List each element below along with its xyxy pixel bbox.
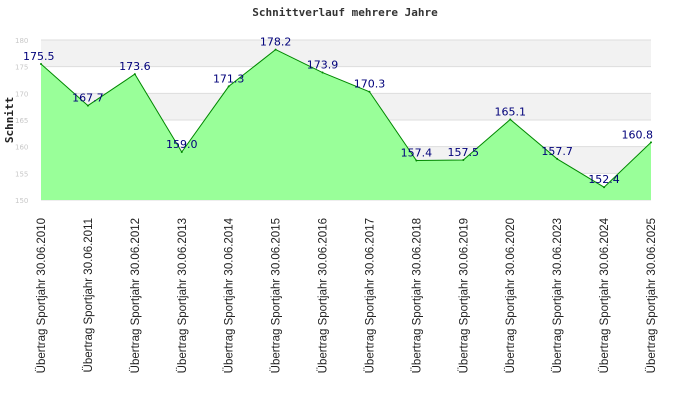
data-point: [133, 73, 136, 76]
data-label: 157.4: [401, 147, 433, 160]
data-point: [415, 159, 418, 162]
x-tick-label: Übertrag Sportjahr 30.06.2013: [177, 218, 189, 373]
background-band: [41, 40, 651, 67]
x-tick-label: Übertrag Sportjahr 30.06.2025: [646, 218, 658, 373]
x-tick-label: Übertrag Sportjahr 30.06.2018: [411, 218, 423, 373]
x-tick-label: Übertrag Sportjahr 30.06.2024: [599, 217, 611, 373]
data-label: 173.6: [119, 60, 151, 73]
data-point: [40, 63, 42, 65]
x-tick-label: Übertrag Sportjahr 30.06.2012: [130, 218, 142, 373]
data-point: [509, 118, 512, 121]
data-label: 167.7: [72, 92, 104, 105]
y-tick-label: 155: [15, 170, 28, 178]
data-label: 152.4: [588, 173, 620, 186]
data-label: 157.7: [541, 145, 573, 158]
y-tick-label: 175: [15, 64, 28, 72]
data-point: [227, 85, 230, 88]
x-tick-label: Übertrag Sportjahr 30.06.2016: [318, 218, 330, 373]
x-tick-label: Übertrag Sportjahr 30.06.2014: [224, 217, 236, 373]
data-label: 160.8: [622, 128, 654, 141]
y-tick-label: 180: [15, 37, 28, 45]
series-line: [40, 49, 652, 188]
data-label: 171.3: [213, 72, 245, 85]
y-tick-label: 170: [15, 90, 28, 98]
data-label: 157.5: [448, 146, 480, 159]
data-point: [368, 90, 371, 93]
y-tick-label: 165: [15, 117, 28, 125]
data-point: [650, 141, 652, 144]
data-label: 178.2: [260, 36, 292, 49]
x-tick-label: Übertrag Sportjahr 30.06.2023: [552, 218, 564, 373]
data-point: [462, 159, 465, 161]
data-point: [180, 151, 183, 153]
series-area: [41, 49, 651, 200]
data-label: 173.9: [307, 59, 339, 72]
data-point: [86, 104, 89, 107]
x-tick-label: Übertrag Sportjahr 30.06.2019: [458, 218, 470, 373]
x-tick-label: Übertrag Sportjahr 30.06.2017: [364, 218, 376, 373]
data-point: [321, 71, 324, 74]
y-tick-label: 150: [15, 197, 28, 205]
data-point: [556, 157, 559, 160]
data-label: 165.1: [494, 105, 526, 118]
data-point: [274, 48, 277, 51]
x-tick-label: Übertrag Sportjahr 30.06.2020: [505, 218, 517, 373]
x-tick-label: Übertrag Sportjahr 30.06.2015: [271, 218, 283, 373]
y-tick-label: 160: [15, 144, 28, 152]
data-label: 170.3: [354, 78, 386, 91]
data-label: 159.0: [166, 138, 198, 151]
y-axis-label: Schnitt: [3, 97, 16, 143]
x-tick-label: Übertrag Sportjahr 30.06.2011: [83, 218, 95, 373]
x-tick-label: Übertrag Sportjahr 30.06.2010: [36, 218, 48, 373]
chart-title: Schnittverlauf mehrere Jahre: [252, 6, 438, 19]
data-label: 175.5: [23, 50, 55, 63]
data-point: [603, 186, 606, 189]
